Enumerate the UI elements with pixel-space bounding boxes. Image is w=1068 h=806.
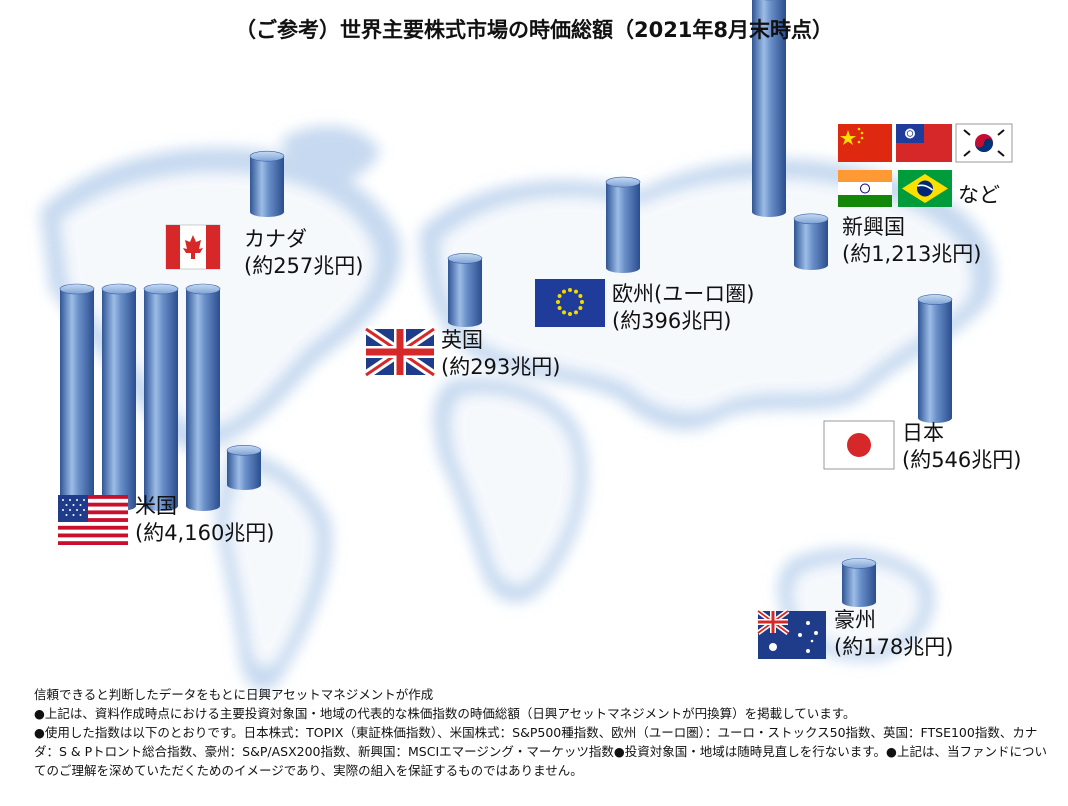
india-flag-icon [838,170,892,207]
us-cylinder-body [186,289,220,511]
us-cylinder-top [185,283,221,295]
japan-cylinder [917,294,953,423]
euro-cylinder [605,176,641,273]
euro-cylinder-body [606,182,640,273]
canada-name: カナダ [244,227,307,251]
us-cylinder-top [59,283,95,295]
japan-value: (約546兆円) [902,448,1022,472]
australia-name: 豪州 [834,608,876,632]
australia-cylinder-top [841,558,877,569]
australia-label: 豪州 (約178兆円) [834,607,953,661]
us-label: 米国 (約4,160兆円) [135,493,275,547]
emerging-value: (約1,213兆円) [842,242,982,266]
australia-value: (約178兆円) [834,635,954,659]
euro-cylinder-top [605,176,641,188]
canada-flag-icon [165,224,221,270]
us-cylinder [143,283,179,511]
australia-cylinder-body [842,563,876,607]
chart-title: （ご参考）世界主要株式市場の時価総額（2021年8月末時点） [234,18,834,42]
us-value: (約4,160兆円) [135,521,275,545]
korea-flag-icon [955,123,1013,163]
emerging-cylinder-top [793,213,829,225]
uk-cylinder-body [448,258,482,327]
japan-cylinder-top [917,294,953,305]
uk-value: (約293兆円) [441,355,561,379]
brazil-flag-icon [898,170,952,207]
emerging-cylinder [793,213,829,270]
us-cylinder-top [101,283,137,295]
euro-value: (約396兆円) [612,309,732,333]
china-flag-icon [838,124,892,162]
uk-label: 英国 (約293兆円) [441,327,560,381]
emerging-label: 新興国 (約1,213兆円) [842,214,982,268]
us-cylinder-top [143,283,179,295]
footnote-disclaimer-1: ●上記は、資料作成時点における主要投資対象国・地域の代表的な株価指数の時価総額（… [34,706,856,721]
canada-cylinder-body [250,156,284,217]
australia-cylinder [841,558,877,607]
us-cylinder [59,283,95,511]
us-cylinder-body [144,289,178,511]
euro-label: 欧州(ユーロ圏) (約396兆円) [612,281,754,335]
canada-cylinder-top [249,150,285,162]
continent-highlights [60,172,973,668]
footnote-source: 信頼できると判断したデータをもとに日興アセットマネジメントが作成 [34,687,434,702]
uk-cylinder-top [447,253,483,264]
us-cylinder-body [227,450,261,490]
us-cylinder [101,283,137,511]
us-cylinder [226,444,262,490]
canada-value: (約257兆円) [244,254,364,278]
emerging-cylinder [752,0,786,217]
us-cylinder-body [60,289,94,511]
emerging-name: 新興国 [842,215,905,239]
australia-flag-icon [756,608,826,659]
emerging-cylinder-body [752,0,786,217]
canada-cylinder [249,150,285,217]
uk-cylinder [447,253,483,327]
us-cylinder-top [226,444,262,456]
emerging-cylinder-body [794,218,828,270]
uk-flag-icon [363,325,437,379]
canada-label: カナダ (約257兆円) [244,226,363,280]
euro-name: 欧州(ユーロ圏) [612,282,755,306]
us-name: 米国 [135,494,177,518]
japan-name: 日本 [902,421,944,445]
us-cylinder [185,283,221,511]
footnotes: 信頼できると判断したデータをもとに日興アセットマネジメントが作成 ●上記は、資料… [34,685,1054,780]
eu-flag-icon [535,279,605,327]
taiwan-flag-icon [896,124,952,162]
japan-cylinder-body [918,299,952,423]
market-cap-cylinders [59,0,953,607]
uk-name: 英国 [441,328,483,352]
footnote-indices: ●使用した指数は以下のとおりです。日本株式：TOPIX（東証株価指数）、米国株式… [34,725,1047,778]
japan-flag-icon [823,420,895,470]
usa-flag-icon [58,495,128,545]
emerging-etc-text: など [958,183,1000,207]
us-cylinder-body [102,289,136,511]
japan-label: 日本 (約546兆円) [902,420,1021,474]
